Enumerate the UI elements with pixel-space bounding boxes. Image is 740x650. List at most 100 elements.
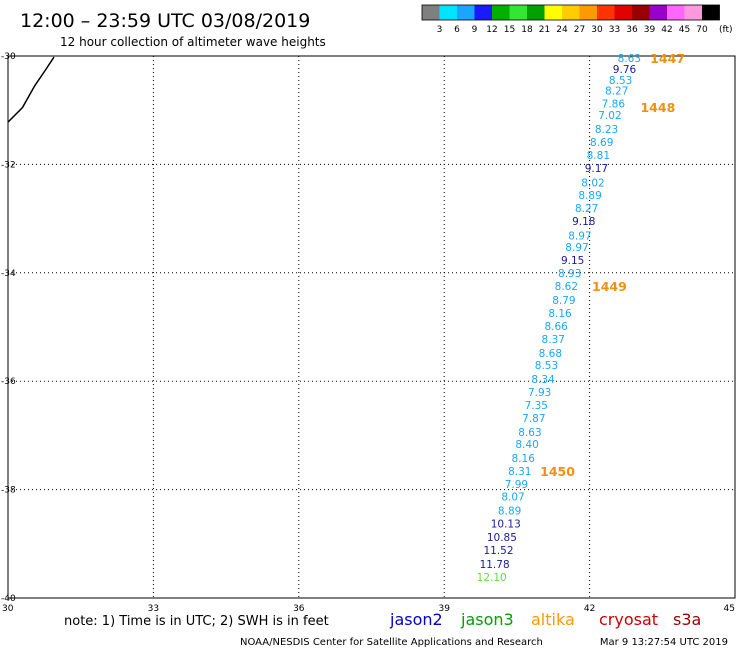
color-swatch — [544, 5, 562, 20]
swh-value-label: 8.53 — [609, 75, 632, 87]
color-scale-label: 70 — [696, 25, 708, 35]
x-tick-label: 42 — [584, 604, 595, 614]
swh-value-label: 8.53 — [535, 360, 558, 372]
y-tick-label: -40 — [1, 594, 16, 604]
swh-value-label: 7.87 — [522, 413, 545, 425]
color-swatch — [457, 5, 475, 20]
y-tick-label: -34 — [1, 269, 16, 279]
swh-value-label: 7.02 — [598, 110, 621, 122]
color-scale-label: 3 — [437, 25, 443, 35]
swh-value-label: 11.78 — [480, 559, 510, 571]
color-scale-label: 24 — [556, 25, 568, 35]
color-swatch — [527, 5, 545, 20]
color-scale-label: 42 — [661, 25, 672, 35]
color-swatch — [562, 5, 580, 20]
color-scale-label: 45 — [679, 25, 690, 35]
legend-item-jason2: jason2 — [389, 610, 443, 629]
grid-lines — [8, 56, 735, 598]
wave-height-labels: 8.639.768.538.277.867.028.238.698.819.17… — [477, 53, 641, 584]
color-swatch — [684, 5, 702, 20]
swh-value-label: 11.52 — [483, 545, 513, 557]
color-scale-label: 21 — [539, 25, 550, 35]
swh-value-label: 8.23 — [595, 124, 618, 136]
swh-value-label: 8.89 — [578, 190, 601, 202]
swh-value-label: 9.76 — [613, 64, 637, 76]
color-swatch — [509, 5, 527, 20]
x-tick-label: 33 — [148, 604, 159, 614]
y-tick-label: -30 — [1, 52, 16, 62]
x-tick-label: 36 — [293, 604, 305, 614]
x-tick-label: 45 — [724, 604, 735, 614]
legend-item-cryosat: cryosat — [599, 610, 658, 629]
satellite-legend: jason2 jason3 altika cryosat s3a — [389, 610, 701, 629]
y-tick-label: -38 — [1, 486, 16, 496]
swh-value-label: 8.27 — [575, 203, 598, 215]
time-annotation: 1450 — [540, 464, 575, 479]
swh-value-label: 9.17 — [585, 163, 608, 175]
legend-item-altika: altika — [531, 610, 575, 629]
x-tick-label: 39 — [438, 604, 450, 614]
swh-value-label: 9.18 — [572, 216, 595, 228]
swh-value-label: 8.97 — [568, 230, 591, 242]
footer-timestamp: Mar 9 13:27:54 UTC 2019 — [600, 637, 728, 648]
swh-value-label: 8.37 — [542, 334, 565, 346]
footer-credit: NOAA/NESDIS Center for Satellite Applica… — [240, 637, 543, 648]
color-scale-label: 12 — [486, 25, 497, 35]
x-tick-label: 30 — [2, 604, 14, 614]
swh-value-label: 8.16 — [548, 308, 572, 320]
note-text: note: 1) Time is in UTC; 2) SWH is in fe… — [64, 614, 329, 629]
swh-value-label: 8.89 — [498, 506, 521, 518]
time-annotation: 1449 — [592, 279, 627, 294]
color-scale-label: 39 — [644, 25, 656, 35]
color-swatch — [439, 5, 457, 20]
swh-value-label: 8.02 — [581, 177, 604, 189]
color-swatch — [597, 5, 615, 20]
swh-value-label: 7.86 — [602, 99, 626, 111]
swh-value-label: 8.66 — [544, 321, 568, 333]
swh-value-label: 8.62 — [555, 281, 578, 293]
color-swatch — [614, 5, 632, 20]
swh-value-label: 8.27 — [605, 86, 628, 98]
swh-value-label: 7.93 — [528, 387, 551, 399]
color-swatch — [649, 5, 667, 20]
color-scale-label: 27 — [574, 25, 585, 35]
legend-item-jason3: jason3 — [460, 610, 514, 629]
swh-value-label: 8.93 — [558, 268, 581, 280]
color-swatch — [474, 5, 492, 20]
time-annotation: 1448 — [640, 100, 675, 115]
swh-value-label: 10.85 — [487, 532, 517, 544]
legend-item-s3a: s3a — [673, 610, 701, 629]
swh-value-label: 12.10 — [477, 572, 507, 584]
swh-value-label: 8.63 — [618, 53, 641, 65]
color-swatch — [422, 5, 440, 20]
y-tick-label: -32 — [1, 160, 16, 170]
axis-tick-labels: 30 33 36 39 42 45 -30 -32 -34 -36 -38 -40 — [1, 52, 735, 614]
coastline-line — [7, 56, 55, 123]
time-annotations: 1447 1448 1449 1450 — [540, 51, 685, 479]
swh-value-label: 7.35 — [525, 400, 548, 412]
swh-value-label: 8.07 — [501, 492, 524, 504]
color-scale-label: 9 — [472, 25, 478, 35]
swh-value-label: 8.16 — [512, 453, 536, 465]
color-scale-label: 36 — [626, 25, 638, 35]
swh-value-label: 9.15 — [561, 255, 584, 267]
color-scale-label: 18 — [521, 25, 533, 35]
swh-value-label: 8.40 — [515, 439, 538, 451]
color-scale-bar: 3 6 9 12 15 18 21 24 27 30 33 36 39 42 45 70 (ft) — [421, 4, 733, 35]
color-swatch — [632, 5, 650, 20]
swh-value-label: 10.13 — [491, 519, 521, 531]
swh-value-label: 8.34 — [531, 374, 555, 386]
swh-value-label: 7.99 — [505, 479, 528, 491]
swh-value-label: 8.68 — [539, 348, 562, 360]
chart-subtitle: 12 hour collection of altimeter wave hei… — [60, 35, 326, 49]
plot-frame — [7, 55, 736, 599]
color-scale-label: 15 — [504, 25, 515, 35]
swh-value-label: 8.97 — [565, 242, 588, 254]
color-swatch — [702, 5, 720, 20]
swh-value-label: 8.31 — [508, 466, 531, 478]
color-scale-frame — [421, 4, 720, 21]
swh-value-label: 8.81 — [587, 150, 610, 162]
time-annotation: 1447 — [650, 51, 685, 66]
color-swatch — [579, 5, 597, 20]
